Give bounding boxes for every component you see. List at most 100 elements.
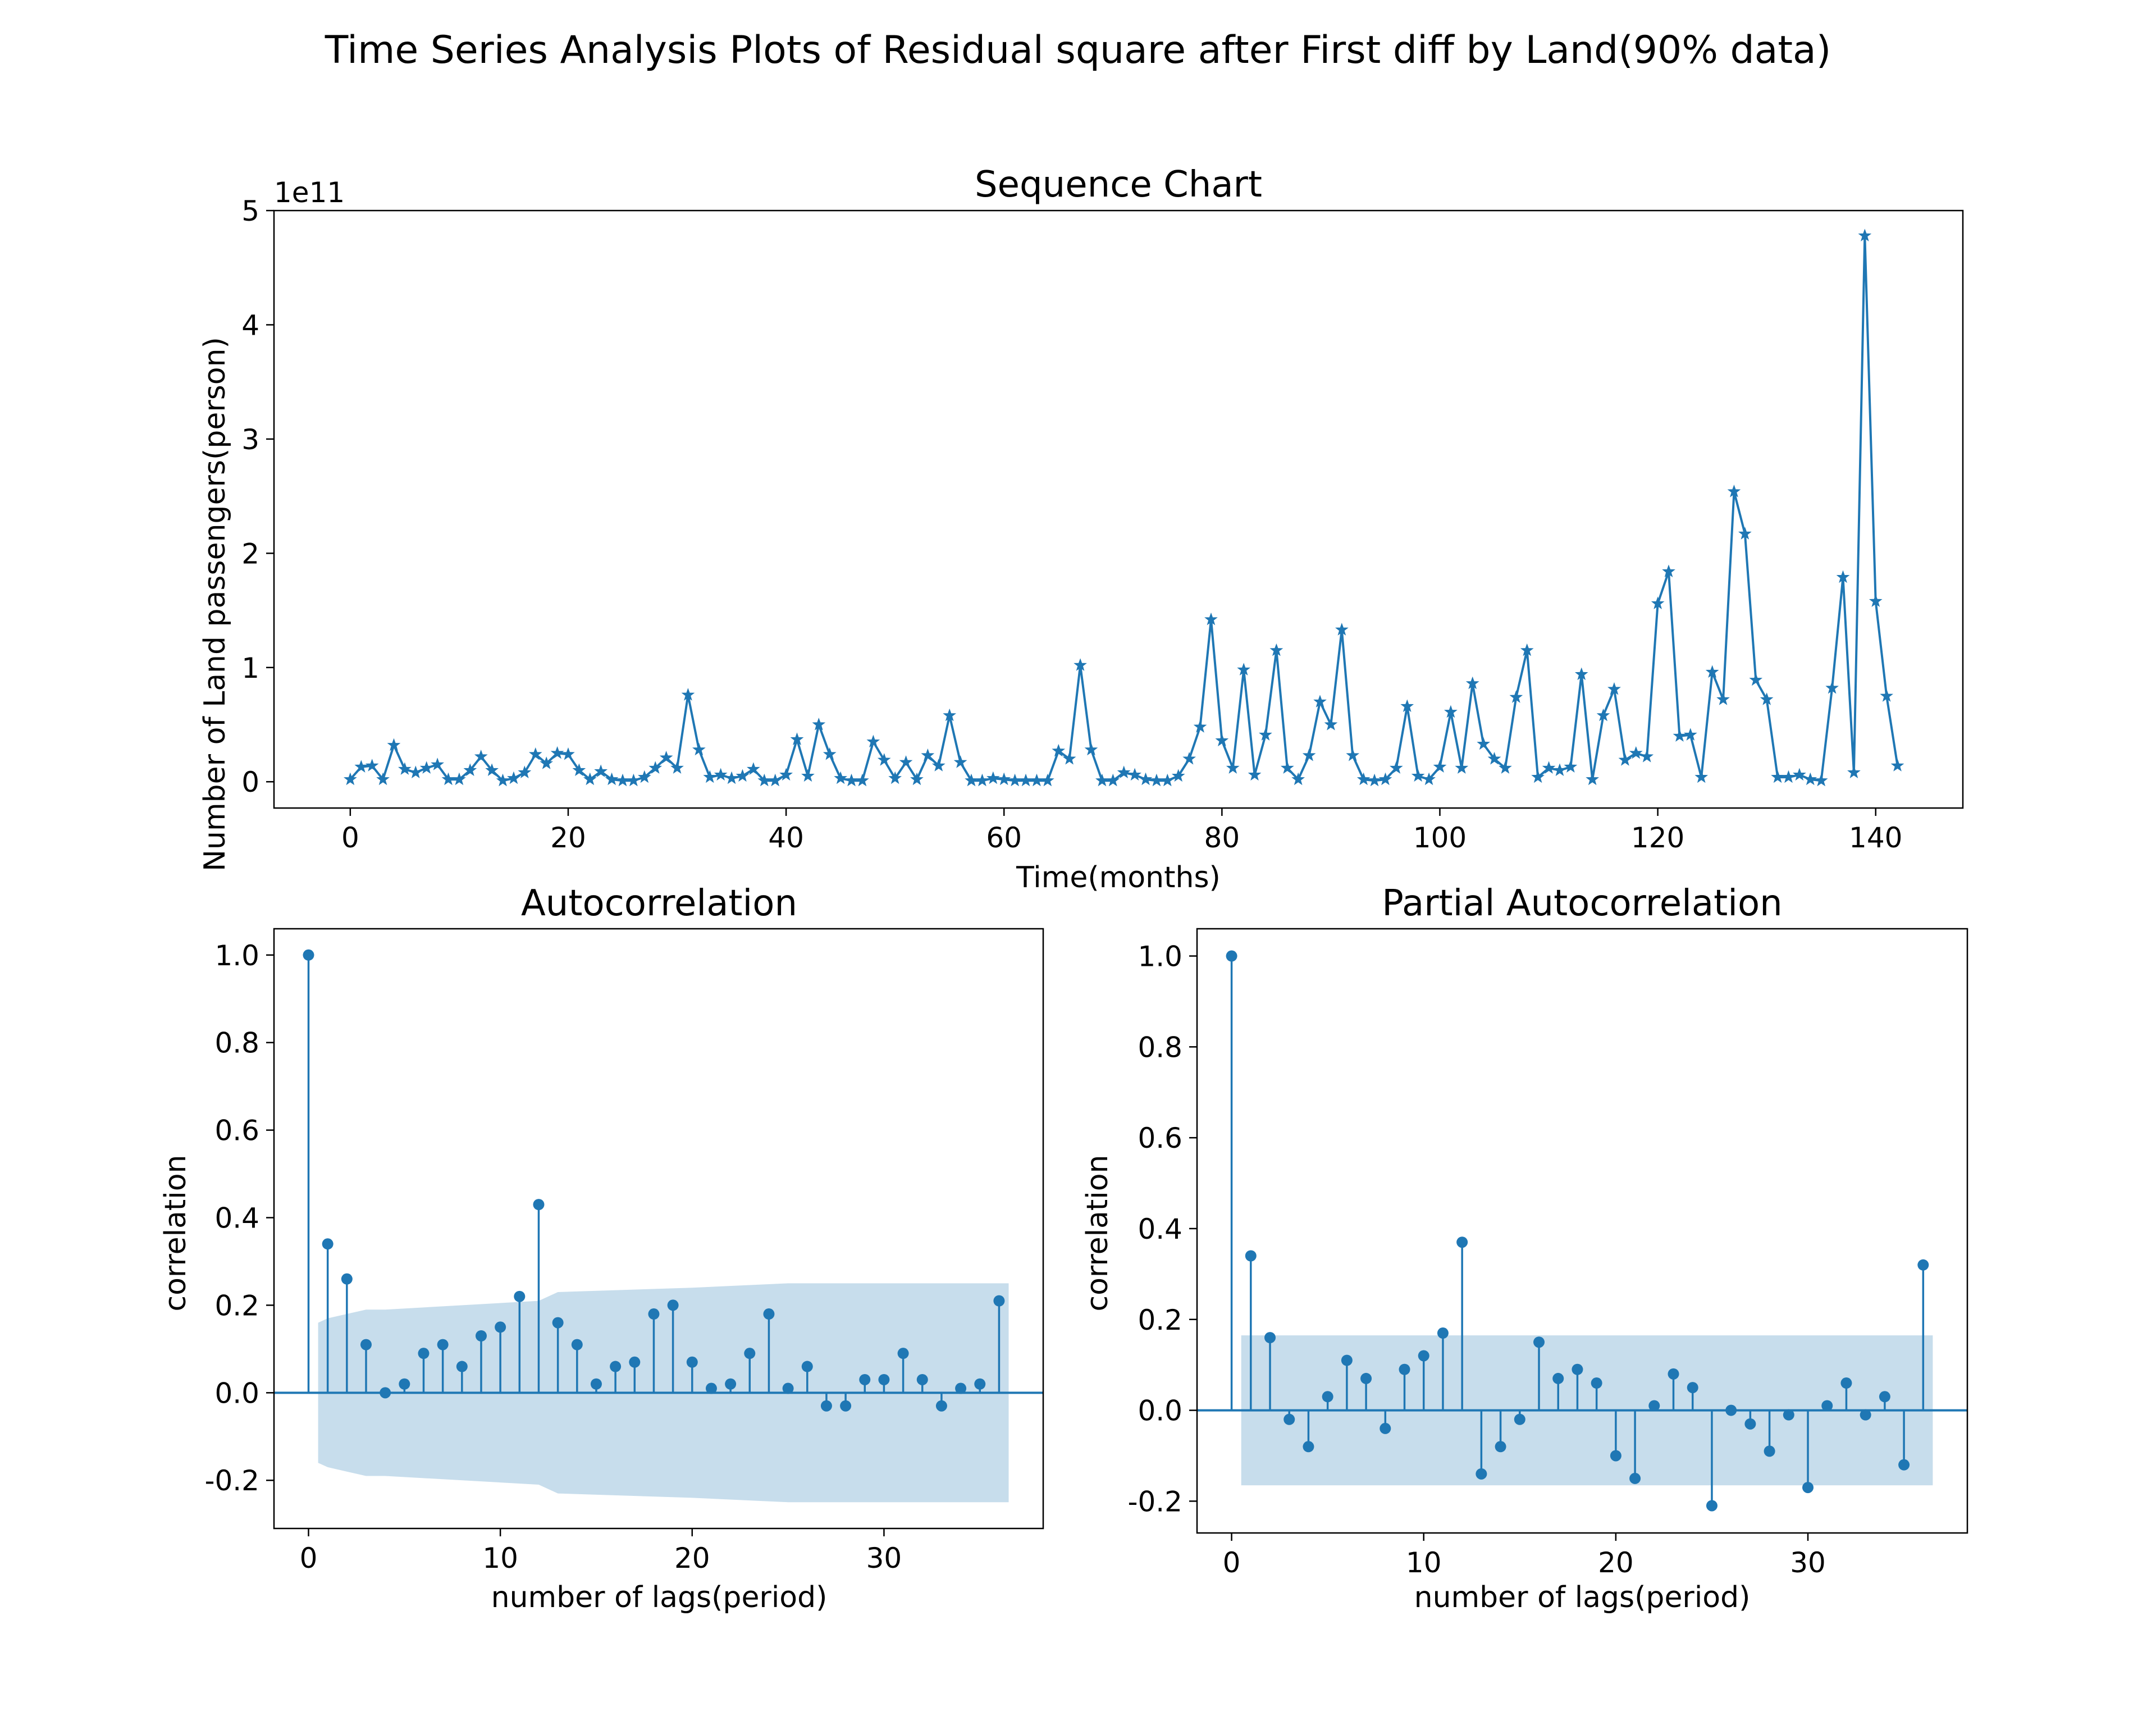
stem-marker [1840, 1377, 1852, 1389]
sequence-point [1880, 689, 1894, 702]
stem-marker [782, 1382, 794, 1394]
stem-marker [705, 1382, 717, 1394]
sequence-point [1335, 623, 1349, 636]
autocorrelation-panel: Autocorrelation number of lags(period) c… [159, 883, 1044, 1614]
stem-marker [590, 1378, 602, 1390]
partial-autocorrelation-marks [1197, 950, 1967, 1512]
autocorrelation-marks [274, 949, 1043, 1503]
sequence-point [1890, 759, 1904, 772]
sequence-point [746, 762, 760, 775]
sequence-point [1520, 643, 1534, 656]
ytick-label: 0.2 [1138, 1304, 1182, 1336]
stem-marker [1514, 1413, 1525, 1425]
partial-autocorrelation-panel: Partial Autocorrelation number of lags(p… [1081, 883, 1968, 1614]
sequence-chart-xlabel: Time(months) [1016, 861, 1221, 895]
sequence-point [343, 772, 357, 786]
ytick-label: 0.6 [214, 1115, 259, 1147]
sequence-point [1640, 750, 1654, 763]
sequence-point [965, 773, 978, 787]
sequence-point [1825, 681, 1839, 694]
stem-marker [1610, 1450, 1621, 1462]
stem-marker [437, 1339, 449, 1350]
xtick-label: 20 [674, 1542, 710, 1575]
sequence-point [1509, 690, 1523, 703]
stem-marker [1572, 1363, 1583, 1375]
sequence-point [376, 772, 390, 786]
sequence-point [899, 755, 913, 768]
sequence-point [1477, 737, 1490, 750]
stem-marker [341, 1273, 353, 1285]
sequence-chart-marks [343, 229, 1904, 787]
stem-marker [571, 1339, 583, 1350]
sequence-point [659, 751, 673, 764]
xtick-label: 0 [1223, 1546, 1241, 1579]
sequence-point [1128, 768, 1142, 781]
sequence-point [1618, 753, 1632, 766]
sequence-point [703, 770, 717, 783]
ytick-label: 3 [241, 423, 259, 456]
sequence-point [550, 746, 564, 759]
stem-marker [399, 1378, 410, 1390]
stem-marker [1245, 1250, 1257, 1262]
stem-marker [475, 1330, 487, 1341]
sequence-point [1738, 527, 1752, 540]
stem-marker [935, 1400, 947, 1412]
ytick-label: 1.0 [214, 939, 259, 972]
sequence-point [441, 772, 455, 786]
stem-marker [1360, 1372, 1372, 1384]
sequence-point [888, 771, 902, 784]
sequence-point [877, 753, 891, 766]
xtick-label: 0 [341, 822, 359, 854]
stem-marker [1341, 1354, 1353, 1366]
stem-marker [763, 1308, 775, 1320]
sequence-point [638, 770, 651, 783]
sequence-point [856, 773, 869, 787]
stem-marker [495, 1321, 506, 1333]
xtick-label: 30 [866, 1542, 902, 1575]
sequence-point [1171, 769, 1185, 782]
sequence-point [1542, 761, 1556, 774]
sequence-point [561, 747, 575, 760]
sequence-point [1716, 692, 1730, 705]
stem-marker [514, 1290, 526, 1302]
sequence-point [409, 765, 423, 778]
sequence-point [921, 748, 935, 761]
sequence-point [1792, 768, 1806, 781]
xtick-label: 10 [482, 1542, 518, 1575]
autocorrelation-xlabel: number of lags(period) [491, 1581, 828, 1614]
sequence-point [736, 769, 750, 782]
sequence-point [365, 759, 379, 772]
sequence-point [1280, 761, 1294, 774]
stem-marker [456, 1361, 468, 1372]
sequence-point [1433, 760, 1447, 773]
sequence-point [1607, 682, 1621, 695]
stem-marker [859, 1373, 871, 1385]
sequence-point [1117, 765, 1131, 778]
sequence-point [1139, 772, 1153, 786]
sequence-point [1041, 773, 1054, 787]
sequence-point [1596, 708, 1610, 722]
sequence-point [1052, 743, 1066, 757]
stem-marker [1495, 1441, 1506, 1453]
sequence-point [1019, 773, 1033, 787]
sequence-point [1694, 770, 1709, 783]
sequence-point [1204, 612, 1218, 626]
sequence-point [1074, 658, 1087, 671]
sequence-point [1749, 673, 1763, 686]
stem-marker [552, 1317, 564, 1329]
autocorrelation-title: Autocorrelation [521, 883, 797, 924]
sequence-point [583, 772, 597, 786]
sequence-point [931, 759, 945, 772]
sequence-point [1499, 761, 1512, 774]
sequence-point [1836, 570, 1850, 583]
autocorrelation-ylabel: correlation [159, 1154, 193, 1311]
stem-marker [686, 1356, 698, 1368]
stem-marker [1399, 1363, 1410, 1375]
sequence-point [1269, 643, 1283, 656]
sequence-point [1673, 729, 1687, 742]
sequence-point [496, 773, 510, 787]
sequence-point [627, 773, 641, 787]
sequence-point [844, 773, 858, 787]
sequence-point [823, 747, 837, 760]
